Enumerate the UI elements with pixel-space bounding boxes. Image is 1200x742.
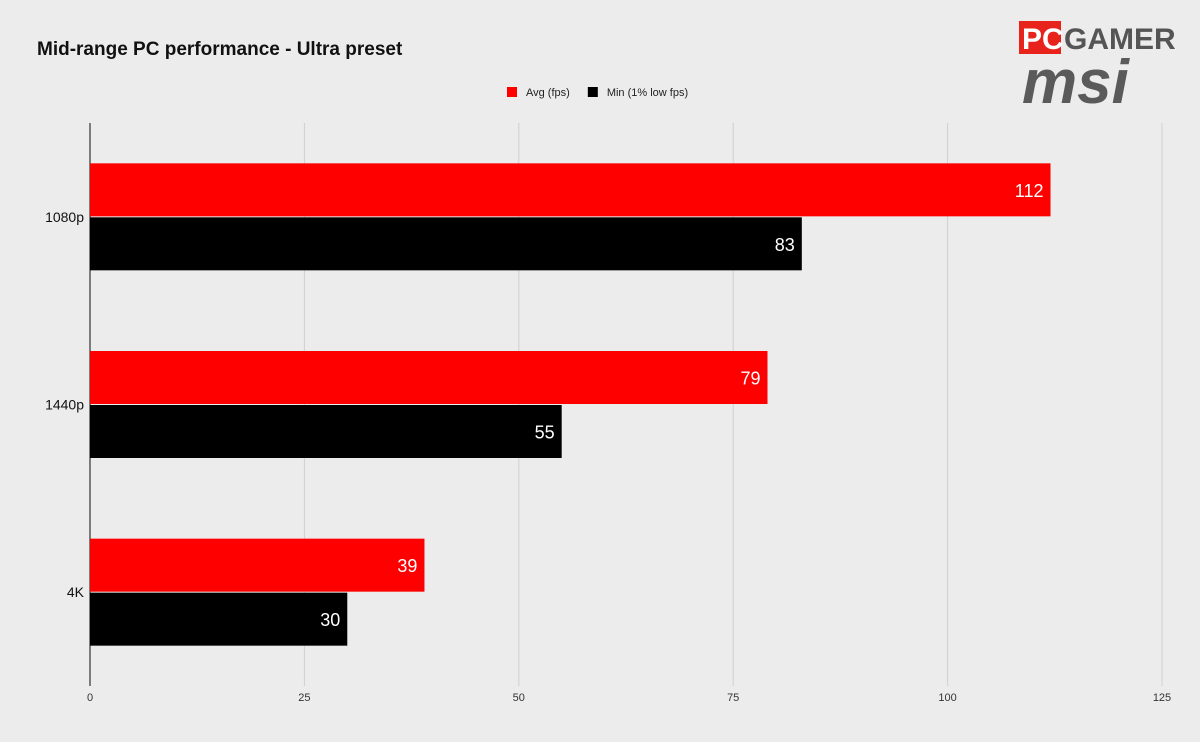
legend-swatch xyxy=(587,87,598,97)
pc-logo-text: PC xyxy=(1022,23,1064,56)
x-tick-label: 50 xyxy=(513,692,525,704)
bars: 112 83 79 55 39 30 xyxy=(90,163,1051,646)
msi-logo-text: msi xyxy=(1022,48,1131,117)
category-label: 4K xyxy=(67,584,85,600)
bar xyxy=(90,217,802,271)
category-label: 1080p xyxy=(45,209,84,225)
bar xyxy=(90,405,562,458)
bar-value-label: 39 xyxy=(397,556,417,576)
gamer-logo-text: GAMER xyxy=(1064,23,1176,56)
legend: Avg (fps) Min (1% low fps) xyxy=(507,87,688,99)
legend-swatch xyxy=(507,87,517,97)
x-tick-label: 75 xyxy=(727,692,739,704)
bar-value-label: 55 xyxy=(535,423,555,443)
pc-logo-badge xyxy=(1019,21,1061,54)
legend-label: Avg (fps) xyxy=(526,87,570,99)
grid-lines xyxy=(89,123,1163,686)
x-axis-ticks: 0 25 50 75 100 125 xyxy=(87,692,1171,704)
legend-label: Min (1% low fps) xyxy=(607,87,688,99)
pc-gamer-msi-logo: PC GAMER msi xyxy=(1019,21,1176,117)
bar xyxy=(90,592,348,646)
bar-value-label: 112 xyxy=(1015,181,1044,201)
x-tick-label: 100 xyxy=(938,692,956,704)
category-label: 1440p xyxy=(45,397,84,413)
bar-value-label: 83 xyxy=(775,235,795,255)
bar xyxy=(90,163,1051,217)
x-tick-label: 25 xyxy=(298,692,310,704)
bar xyxy=(90,538,425,592)
x-tick-label: 125 xyxy=(1153,692,1171,704)
bar-value-label: 79 xyxy=(740,369,760,389)
chart-title: Mid-range PC performance - Ultra preset xyxy=(37,39,403,60)
bar-value-label: 30 xyxy=(320,610,340,630)
x-tick-label: 0 xyxy=(87,692,93,704)
category-labels: 1080p 1440p 4K xyxy=(45,209,85,600)
bar xyxy=(90,351,768,404)
